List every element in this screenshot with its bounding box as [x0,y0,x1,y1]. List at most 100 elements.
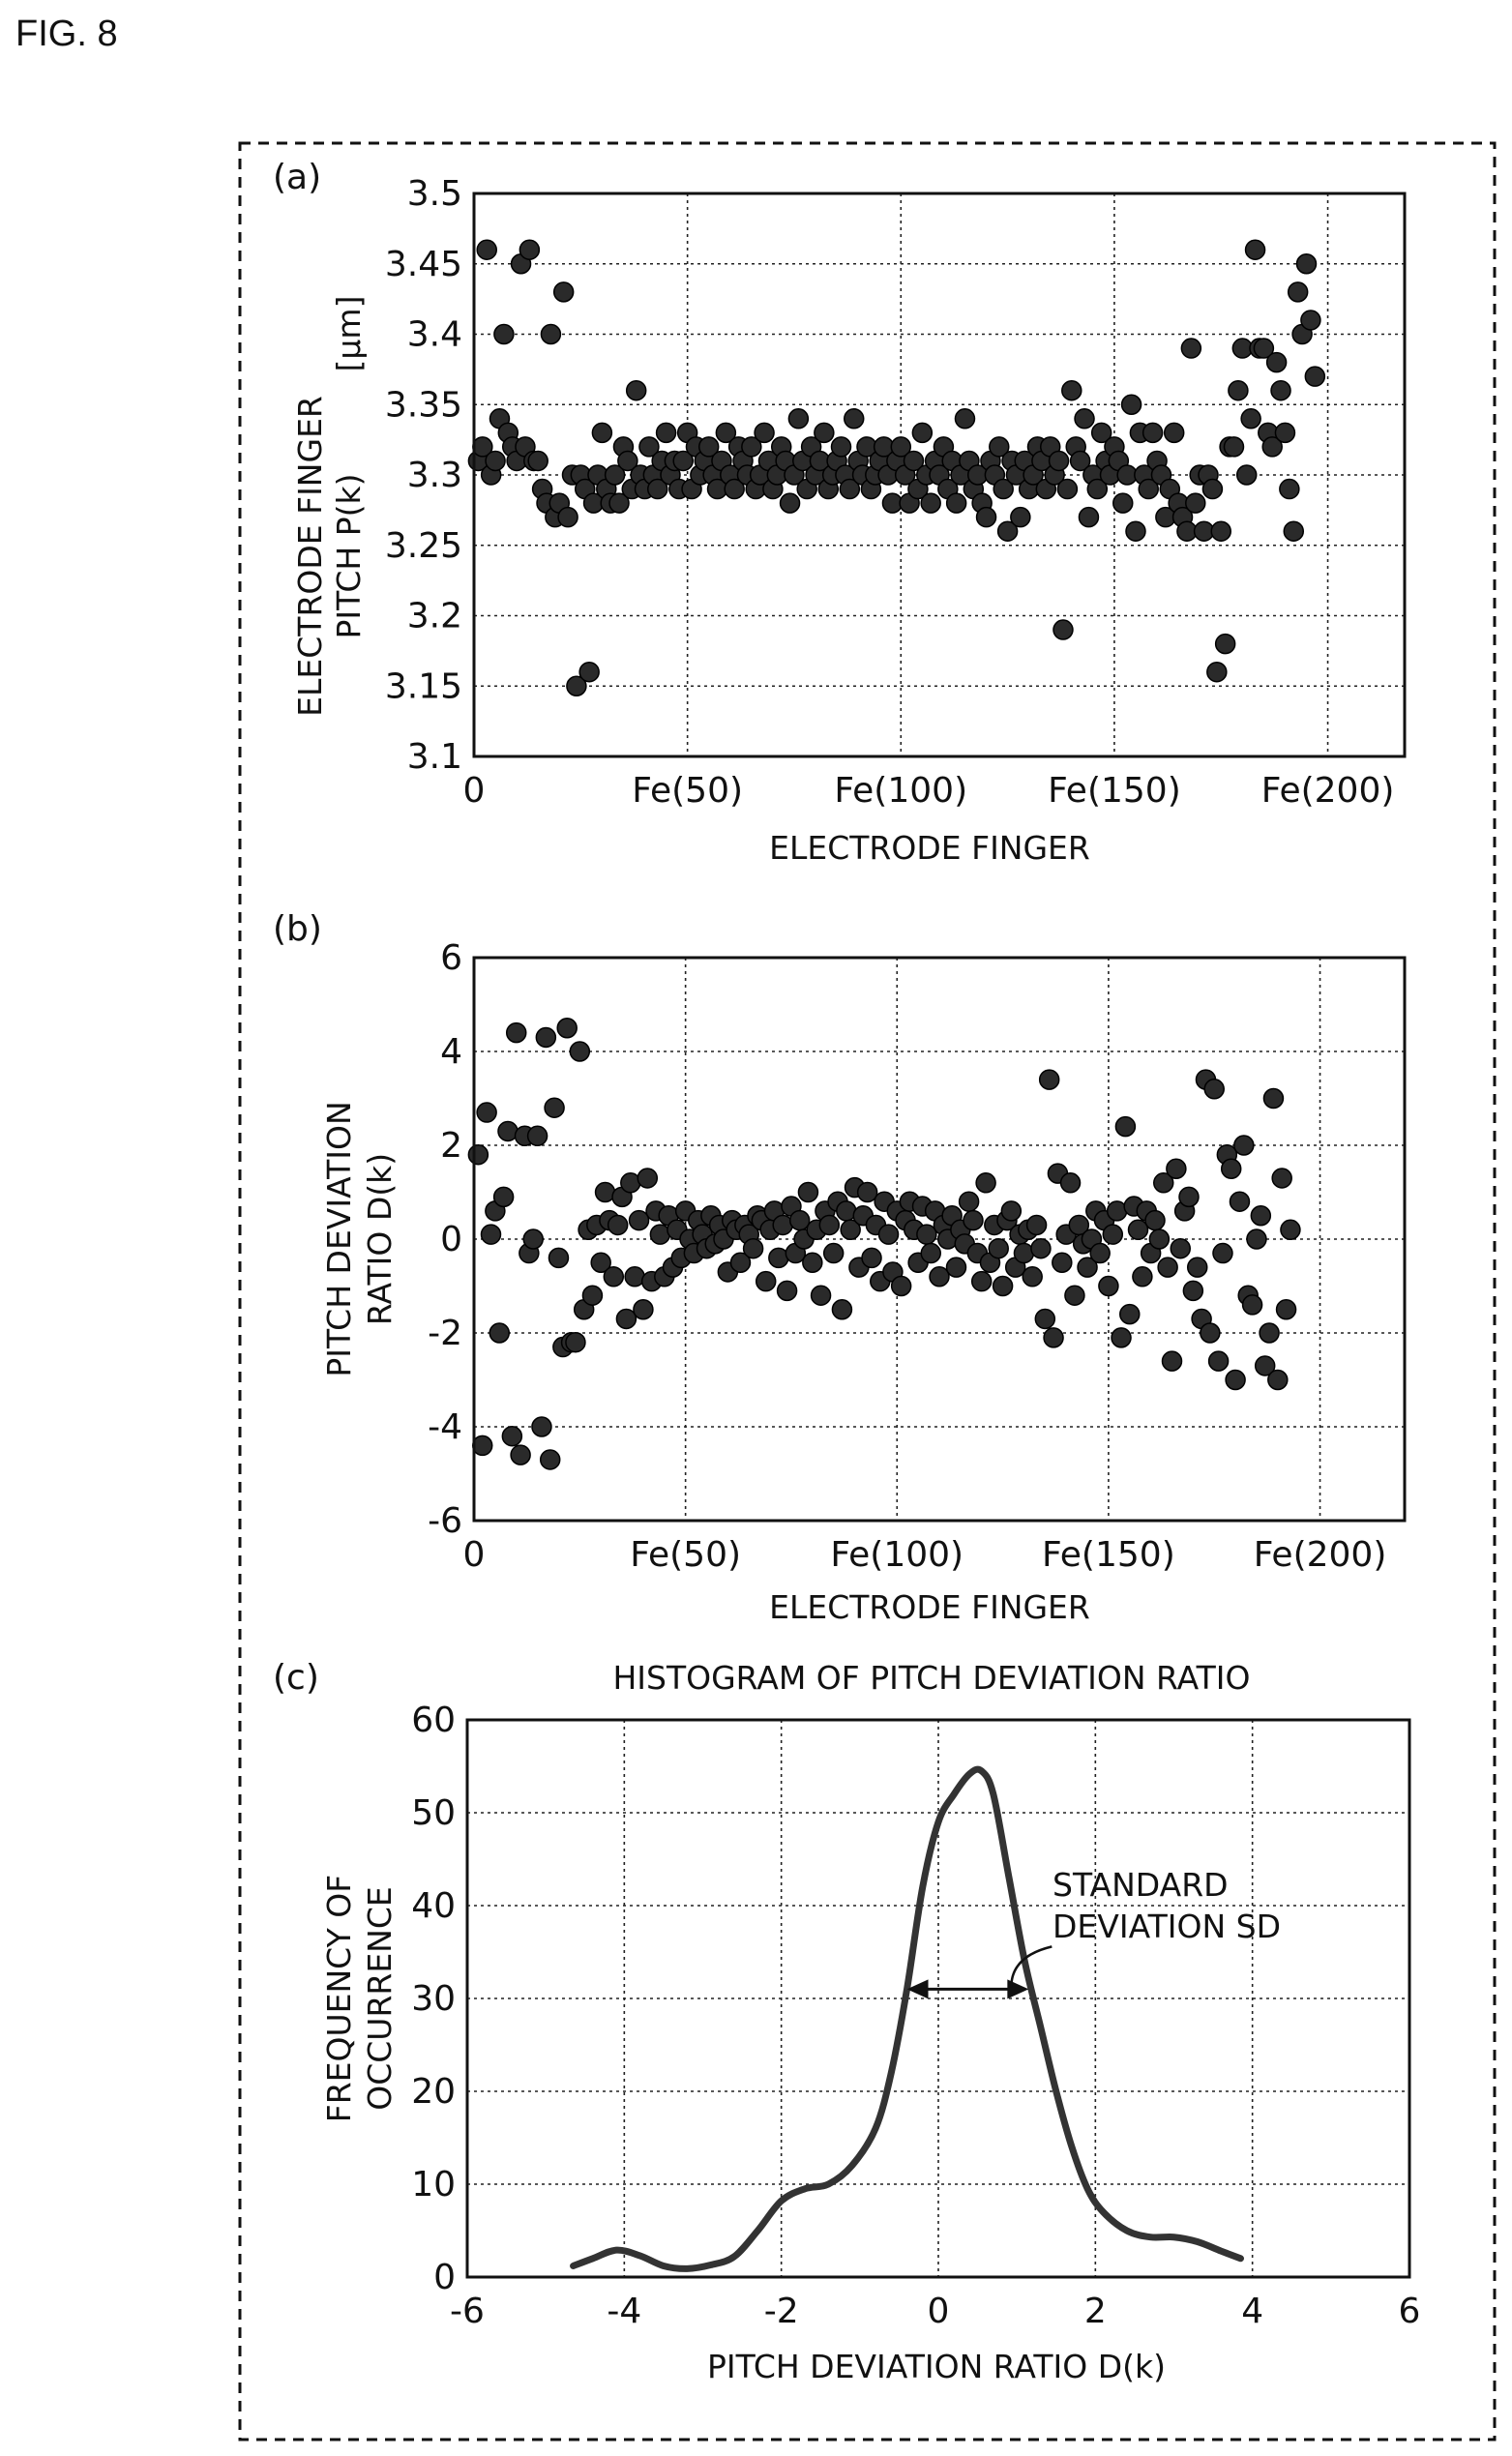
panel-b: (b) 0 Fe(50) Fe(100) Fe(150) Fe(200) -6 -4 -2 0 2… [273,909,1407,1626]
panel-b-data-point [916,1224,937,1245]
panel-b-data-point [1059,1172,1082,1194]
panel-a-data-point [1261,436,1283,458]
sd-arrow-left-head [906,1979,929,1999]
panel-c-x-tick-label: -6 [450,2292,485,2331]
panel-a-data-point [1274,422,1296,444]
panel-b-data-point [1114,1115,1137,1138]
panel-b-data-point [603,1266,625,1287]
panel-c: (c) HISTOGRAM OF PITCH DEVIATION RATIO -… [273,1658,1420,2385]
panel-a-data-point [1090,422,1112,444]
panel-b-data-point [1111,1327,1132,1348]
panel-a-data-point [715,422,737,444]
panel-b-data-point [729,1252,752,1273]
panel-b-data-point [1030,1237,1052,1259]
panel-b-data-point [501,1425,523,1447]
panel-a-data-point [1228,379,1249,401]
panel-a-data-point [1180,338,1202,359]
panel-b-data-point [1250,1205,1272,1227]
panel-a-data-point [903,450,925,472]
panel-b-data-point [1241,1294,1263,1316]
outer-dashed-border [238,141,1497,2441]
panel-b-data-point [1025,1214,1048,1236]
panel-b-data-point [1000,1200,1023,1222]
panel-b-data-point [992,1275,1014,1297]
panel-b-label: (b) [273,909,322,949]
panel-a-data-point [839,478,861,500]
panel-a-data-point [647,478,668,500]
panel-b-data-point [1186,1257,1208,1278]
panel-a-data-point [1283,520,1305,542]
panel-a-x-tick-label: 0 [463,771,486,811]
panel-c-x-tick-label: -4 [607,2292,641,2331]
panel-a-data-point [1078,506,1100,528]
panel-b-data-point [755,1270,777,1292]
panel-b-x-tick-label: Fe(100) [830,1535,964,1575]
panel-a-data-point [890,436,912,458]
panel-a-data-point [557,506,578,528]
panel-a-y-tick-label: 3.2 [407,597,462,636]
panel-b-data-point [1182,1280,1204,1302]
panel-b-data-point [988,1237,1009,1259]
panel-c-y-tick-label: 30 [411,1979,456,2019]
panel-b-data-point [1254,1355,1276,1376]
panel-a-y-axis-label-line2: PITCH P(k) [330,474,368,639]
panel-b-data-point [890,1275,912,1297]
panel-a-y-tick-label: 3.5 [407,174,462,214]
panel-a-data-point [604,464,626,486]
panel-b-data-point [1262,1087,1285,1110]
panel-a-data-point [754,422,775,444]
panel-a-data-point [1279,478,1300,500]
panel-a-data-point [591,422,613,444]
panel-a-data-point [1163,422,1185,444]
panel-a-data-point [843,408,865,429]
panel-b-y-tick-label: 2 [440,1126,462,1166]
panel-a-data-point [493,323,515,345]
panel-a-y-tick-label: 3.15 [385,666,462,706]
panel-b-data-point [970,1270,993,1292]
panel-b-data-point [1064,1285,1085,1306]
panel-c-x-tick-label: 0 [928,2292,950,2331]
panel-a-data-point [830,436,852,458]
panel-a-data-point [655,422,677,444]
panel-a-data-point [1069,450,1091,472]
panel-a-data-point [1074,408,1095,429]
panel-a-data-point [1206,661,1228,683]
panel-b-y-tick-label: -6 [428,1501,462,1541]
panel-b-data-point [492,1186,515,1208]
panel-b-y-tick-label: 4 [440,1032,462,1072]
panel-a-data-point [519,239,541,260]
panel-b-y-axis-label-line2: RATIO D(k) [361,1153,399,1325]
panel-a-data-point [996,520,1019,542]
panel-c-x-tick-label: -2 [764,2292,799,2331]
panel-c-x-axis-label: PITCH DEVIATION RATIO D(k) [707,2348,1166,2385]
panel-a-data-point [1120,394,1142,415]
panel-a-data-point [1300,310,1321,331]
panel-a-data-point [1185,492,1206,514]
panel-a-data-point [1048,450,1070,472]
panel-b-data-point [831,1299,853,1320]
panel-c-plot-frame [465,1718,1411,2279]
panel-b-data-point [637,1168,659,1189]
panel-b-data-point [1203,1079,1225,1100]
figure-title: FIG. 8 [15,14,118,54]
panel-b-data-point [929,1266,950,1287]
panel-a-data-point [540,323,562,345]
panel-b-data-point [480,1224,502,1245]
panel-b-data-point [1098,1275,1119,1297]
panel-b-x-axis-label: ELECTRODE FINGER [769,1588,1090,1626]
panel-a-data-point [1201,478,1224,500]
panel-b-data-point [776,1280,798,1302]
panel-a-data-point [1056,478,1079,500]
panel-a-data-point [578,661,600,683]
panel-c-x-tick-label: 2 [1084,2292,1107,2331]
panel-a-data-point [1112,492,1134,514]
sd-arrow-right-head [1007,1979,1029,1999]
panel-a-data-point [1086,478,1109,500]
panel-b-data-point [963,1209,984,1231]
panel-b-data-point [1153,1172,1174,1194]
panel-b-data-point [531,1416,552,1437]
panel-b-data-point [556,1018,578,1039]
panel-b-data-point [1161,1350,1183,1372]
panel-a-data-point [566,675,587,696]
panel-a-data-point [1270,379,1291,401]
